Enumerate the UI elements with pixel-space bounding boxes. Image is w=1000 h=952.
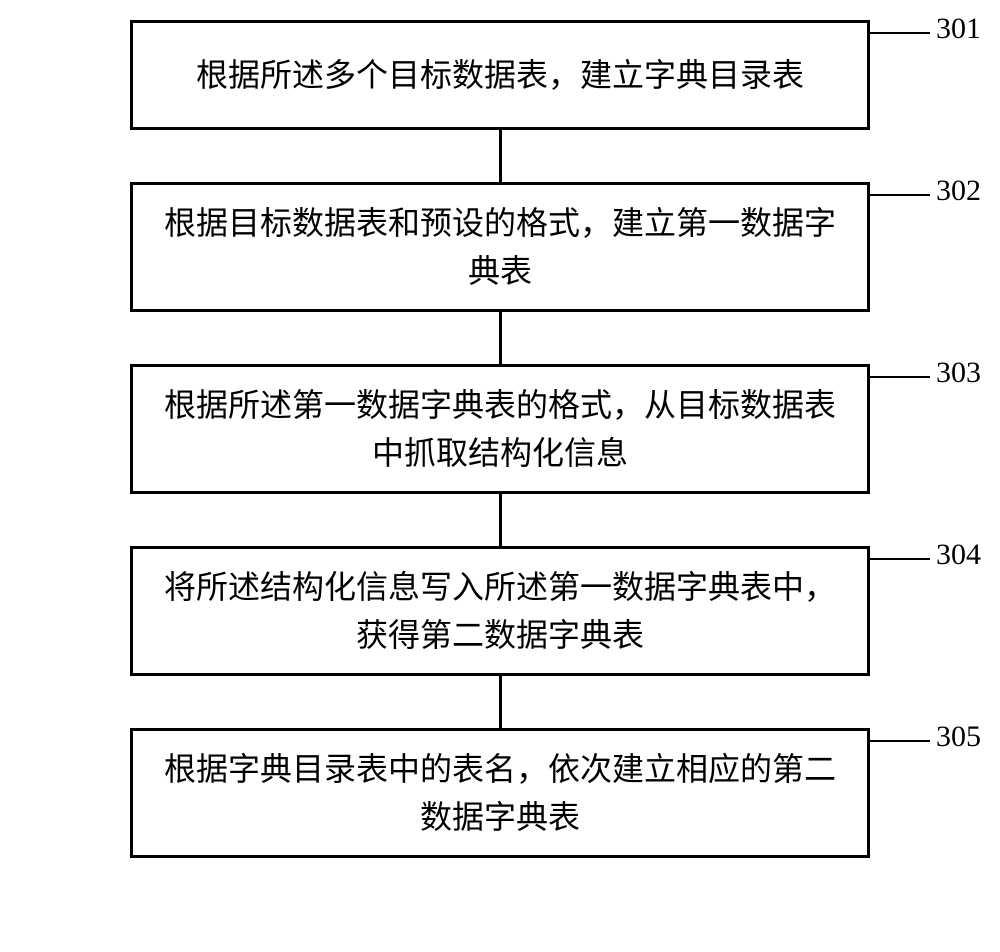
step-305: 根据字典目录表中的表名，依次建立相应的第二数据字典表305: [50, 728, 950, 858]
label-leader-line: [870, 558, 930, 560]
label-leader-line: [870, 194, 930, 196]
step-box-305: 根据字典目录表中的表名，依次建立相应的第二数据字典表: [130, 728, 870, 858]
step-304: 将所述结构化信息写入所述第一数据字典表中，获得第二数据字典表304: [50, 546, 950, 676]
step-301: 根据所述多个目标数据表，建立字典目录表301: [50, 20, 950, 130]
step-label-301: 301: [936, 12, 981, 46]
label-leader-line: [870, 32, 930, 34]
step-text: 根据目标数据表和预设的格式，建立第一数据字典表: [153, 199, 847, 295]
step-label-304: 304: [936, 538, 981, 572]
step-text: 根据所述多个目标数据表，建立字典目录表: [196, 51, 804, 99]
connector: [499, 494, 502, 546]
step-302: 根据目标数据表和预设的格式，建立第一数据字典表302: [50, 182, 950, 312]
step-303: 根据所述第一数据字典表的格式，从目标数据表中抓取结构化信息303: [50, 364, 950, 494]
flowchart-container: 根据所述多个目标数据表，建立字典目录表301 根据目标数据表和预设的格式，建立第一…: [50, 20, 950, 858]
step-box-303: 根据所述第一数据字典表的格式，从目标数据表中抓取结构化信息: [130, 364, 870, 494]
step-label-305: 305: [936, 720, 981, 754]
step-box-304: 将所述结构化信息写入所述第一数据字典表中，获得第二数据字典表: [130, 546, 870, 676]
label-leader-line: [870, 740, 930, 742]
step-text: 将所述结构化信息写入所述第一数据字典表中，获得第二数据字典表: [153, 563, 847, 659]
step-box-301: 根据所述多个目标数据表，建立字典目录表: [130, 20, 870, 130]
step-label-302: 302: [936, 174, 981, 208]
step-text: 根据字典目录表中的表名，依次建立相应的第二数据字典表: [153, 745, 847, 841]
connector: [499, 130, 502, 182]
connector: [499, 676, 502, 728]
label-leader-line: [870, 376, 930, 378]
step-label-303: 303: [936, 356, 981, 390]
step-box-302: 根据目标数据表和预设的格式，建立第一数据字典表: [130, 182, 870, 312]
connector: [499, 312, 502, 364]
step-text: 根据所述第一数据字典表的格式，从目标数据表中抓取结构化信息: [153, 381, 847, 477]
